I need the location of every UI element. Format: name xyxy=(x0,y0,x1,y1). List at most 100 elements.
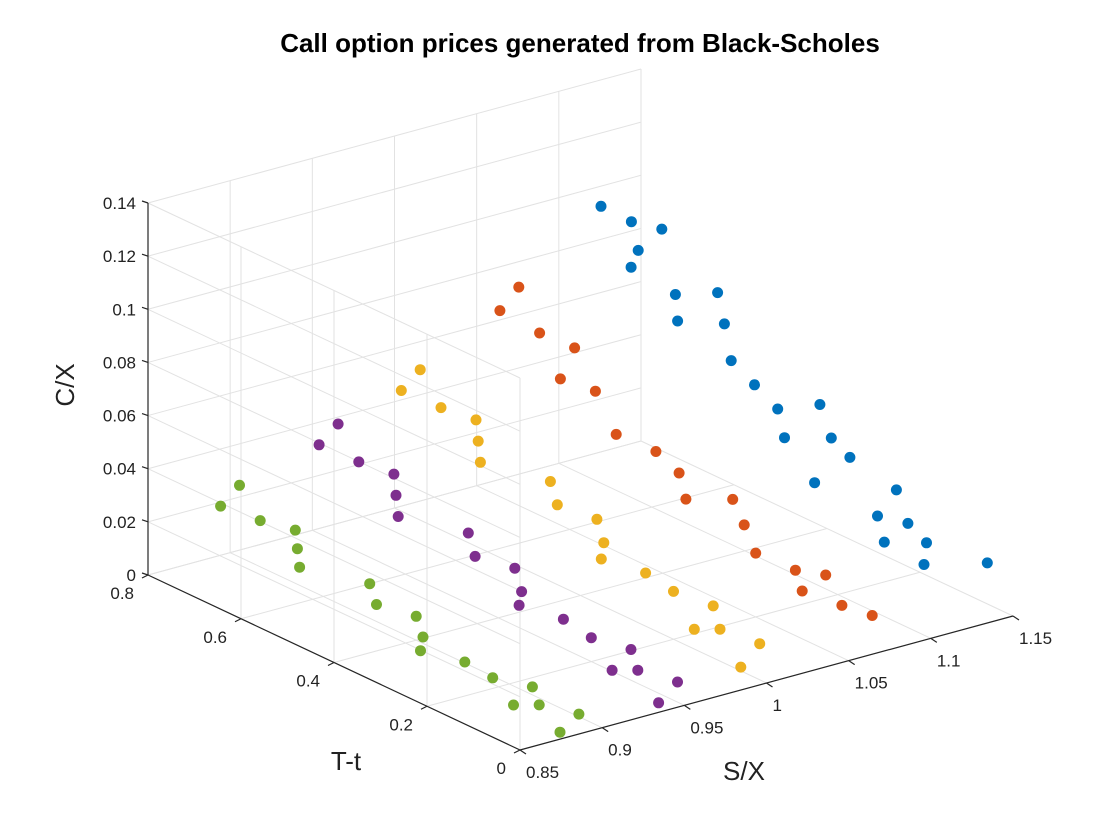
scatter-point xyxy=(289,524,301,536)
floor-grid-line-y xyxy=(333,528,828,663)
y-tick-mark xyxy=(420,705,428,710)
left-wall-grid-line-z xyxy=(147,521,521,698)
scatter-point xyxy=(714,623,726,635)
y-tick-label: 0.4 xyxy=(296,672,320,691)
scatter-point xyxy=(585,632,597,644)
scatter-point xyxy=(474,456,486,468)
x-tick-mark xyxy=(519,749,527,755)
right-wall-grid-line-z xyxy=(147,387,642,523)
scatter-point xyxy=(814,399,826,410)
scatter-point xyxy=(981,557,993,569)
x-axis-label: S/X xyxy=(723,756,765,786)
scatter-point xyxy=(395,385,407,396)
scatter-point xyxy=(364,578,376,590)
scatter-point xyxy=(625,644,637,655)
scatter-point xyxy=(554,373,566,385)
x-tick-label: 0.9 xyxy=(608,741,632,760)
x-tick-mark xyxy=(848,660,855,666)
scatter-point xyxy=(610,428,622,440)
scatter-point xyxy=(632,664,644,676)
right-wall-grid-line-z xyxy=(147,281,642,417)
scatter-point xyxy=(533,699,545,711)
scatter-point xyxy=(625,216,637,228)
z-tick-label: 0 xyxy=(127,566,136,585)
scatter-point xyxy=(371,599,382,610)
tick-layer: 0.850.90.9511.051.11.1500.20.40.60.800.0… xyxy=(103,194,1052,782)
scatter-point xyxy=(554,726,566,738)
scatter-point xyxy=(598,537,610,549)
scatter-point xyxy=(844,451,856,463)
scatter-point xyxy=(516,586,528,598)
left-wall-grid-line-z xyxy=(147,468,521,645)
x-tick-label: 1.15 xyxy=(1019,629,1052,648)
scatter-point xyxy=(470,414,482,426)
scatter-point xyxy=(557,613,569,625)
y-tick-label: 0.6 xyxy=(203,628,227,647)
z-tick-label: 0.08 xyxy=(103,353,136,372)
scatter-point xyxy=(569,342,581,354)
chart-title: Call option prices generated from Black-… xyxy=(280,28,880,58)
x-tick-mark xyxy=(601,727,609,733)
right-wall-grid-line-z xyxy=(147,334,642,470)
scatter-point xyxy=(415,645,426,657)
scatter-point xyxy=(707,600,719,612)
scatter-point xyxy=(754,638,766,650)
scatter-point xyxy=(866,610,878,621)
scatter-point xyxy=(353,456,365,468)
x-tick-label: 1.05 xyxy=(855,674,888,693)
y-tick-label: 0.8 xyxy=(110,584,134,603)
x-tick-label: 0.95 xyxy=(690,718,723,737)
scatter-point xyxy=(513,599,525,611)
scatter-point xyxy=(215,500,227,512)
scatter-point xyxy=(544,476,556,487)
scatter-point xyxy=(918,559,930,570)
scatter-point xyxy=(779,432,790,444)
scatter-point xyxy=(459,656,471,668)
left-wall-grid-line-z xyxy=(147,308,521,485)
scatter-point xyxy=(472,435,484,447)
scatter-point xyxy=(672,315,684,327)
right-wall-grid-line-z xyxy=(147,440,642,576)
scatter-point xyxy=(712,287,724,299)
scatter-point xyxy=(390,489,402,501)
left-wall-grid-line-z xyxy=(147,415,521,592)
scatter-point xyxy=(735,661,747,673)
scatter-point xyxy=(718,318,730,330)
right-wall-grid-line-z xyxy=(147,121,642,257)
z-tick-mark xyxy=(141,572,149,576)
scatter-point xyxy=(294,561,306,573)
right-wall-grid-line-z xyxy=(147,174,642,310)
scatter-point xyxy=(825,432,837,444)
scatter-point xyxy=(669,289,681,300)
scatter-point xyxy=(595,553,607,565)
left-wall-grid-line-z xyxy=(147,361,521,538)
scatter-point xyxy=(727,493,739,505)
scatter-point xyxy=(414,364,426,376)
y-tick-mark xyxy=(141,574,149,579)
y-tick-mark xyxy=(234,618,242,623)
scatter-point xyxy=(921,537,932,549)
floor-grid-line-y xyxy=(426,571,921,707)
scatter-point xyxy=(672,676,683,688)
z-tick-mark xyxy=(141,306,149,310)
scatter-point xyxy=(462,527,474,539)
scatter-point xyxy=(789,564,801,576)
floor-grid-line-y xyxy=(240,484,735,620)
z-tick-mark xyxy=(141,359,149,363)
y-tick-mark xyxy=(327,661,335,667)
scatter-point xyxy=(625,261,637,273)
z-tick-label: 0.06 xyxy=(103,407,136,426)
z-axis-label: C/X xyxy=(50,363,80,406)
scatter-point xyxy=(640,567,652,579)
scatter-point xyxy=(254,515,266,527)
scatter-point xyxy=(392,511,404,522)
z-tick-label: 0.04 xyxy=(103,460,136,479)
scatter-point xyxy=(509,562,521,574)
z-tick-label: 0.02 xyxy=(103,513,136,532)
scatter-point xyxy=(573,708,585,720)
scatter-point xyxy=(750,547,762,559)
x-tick-mark xyxy=(1012,615,1020,621)
scatter-point xyxy=(435,402,447,414)
scatter-point xyxy=(526,681,538,693)
x-tick-mark xyxy=(766,682,773,688)
